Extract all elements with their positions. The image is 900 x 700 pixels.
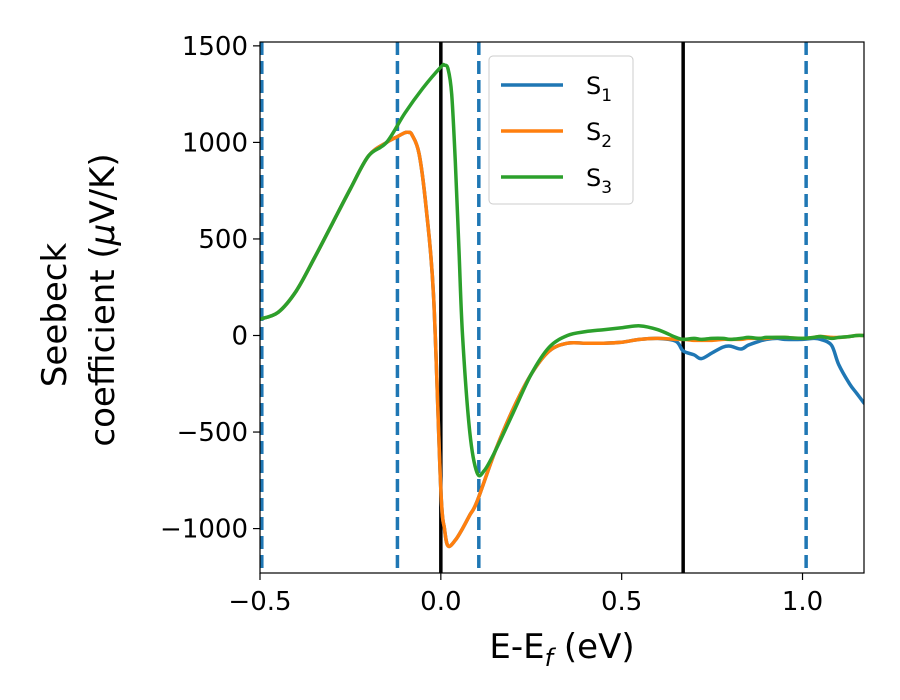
y-axis-label-mu: μ xyxy=(83,224,123,247)
x-tick-label-3: 1.0 xyxy=(782,587,823,617)
series-lines xyxy=(260,62,864,549)
legend-label-sub-3: 3 xyxy=(601,178,612,198)
x-axis-label-main: E-E xyxy=(489,627,544,667)
x-tick-label-1: 0.0 xyxy=(420,587,461,617)
x-ticks: −0.5 0.0 0.5 1.0 xyxy=(228,573,823,617)
y-tick-label-5: 1500 xyxy=(182,32,248,62)
plot-frame xyxy=(259,41,865,574)
y-tick-label-1: −500 xyxy=(177,418,248,448)
legend-label-sub-2: 2 xyxy=(601,132,612,152)
series-line-3 xyxy=(260,62,864,478)
legend-label-sub-1: 1 xyxy=(601,86,612,106)
y-axis-label-line1: Seebeck xyxy=(35,243,75,388)
legend-label-1: S1 xyxy=(586,72,612,106)
legend-label-name-3: S xyxy=(586,164,601,192)
y-tick-label-2: 0 xyxy=(231,321,248,351)
x-tick-label-0: −0.5 xyxy=(228,587,291,617)
y-tick-label-0: −1000 xyxy=(160,515,248,545)
y-tick-label-3: 500 xyxy=(198,225,248,255)
y-axis-label-unit: V/K) xyxy=(83,153,123,223)
legend-label-2: S2 xyxy=(586,118,612,152)
legend-label-name-1: S xyxy=(586,72,601,100)
legend-label-3: S3 xyxy=(586,164,612,198)
y-axis-label-text: coefficient ( xyxy=(83,245,123,446)
y-ticks: −1000 −500 0 500 1000 1500 xyxy=(160,32,260,545)
x-axis-label: E-Ef (eV) xyxy=(489,627,634,672)
x-axis-label-unit: (eV) xyxy=(553,627,635,667)
y-axis-label-line2: coefficient (μV/K) xyxy=(83,153,123,446)
legend-label-name-2: S xyxy=(586,118,601,146)
x-tick-label-2: 0.5 xyxy=(601,587,642,617)
y-tick-label-4: 1000 xyxy=(182,128,248,158)
